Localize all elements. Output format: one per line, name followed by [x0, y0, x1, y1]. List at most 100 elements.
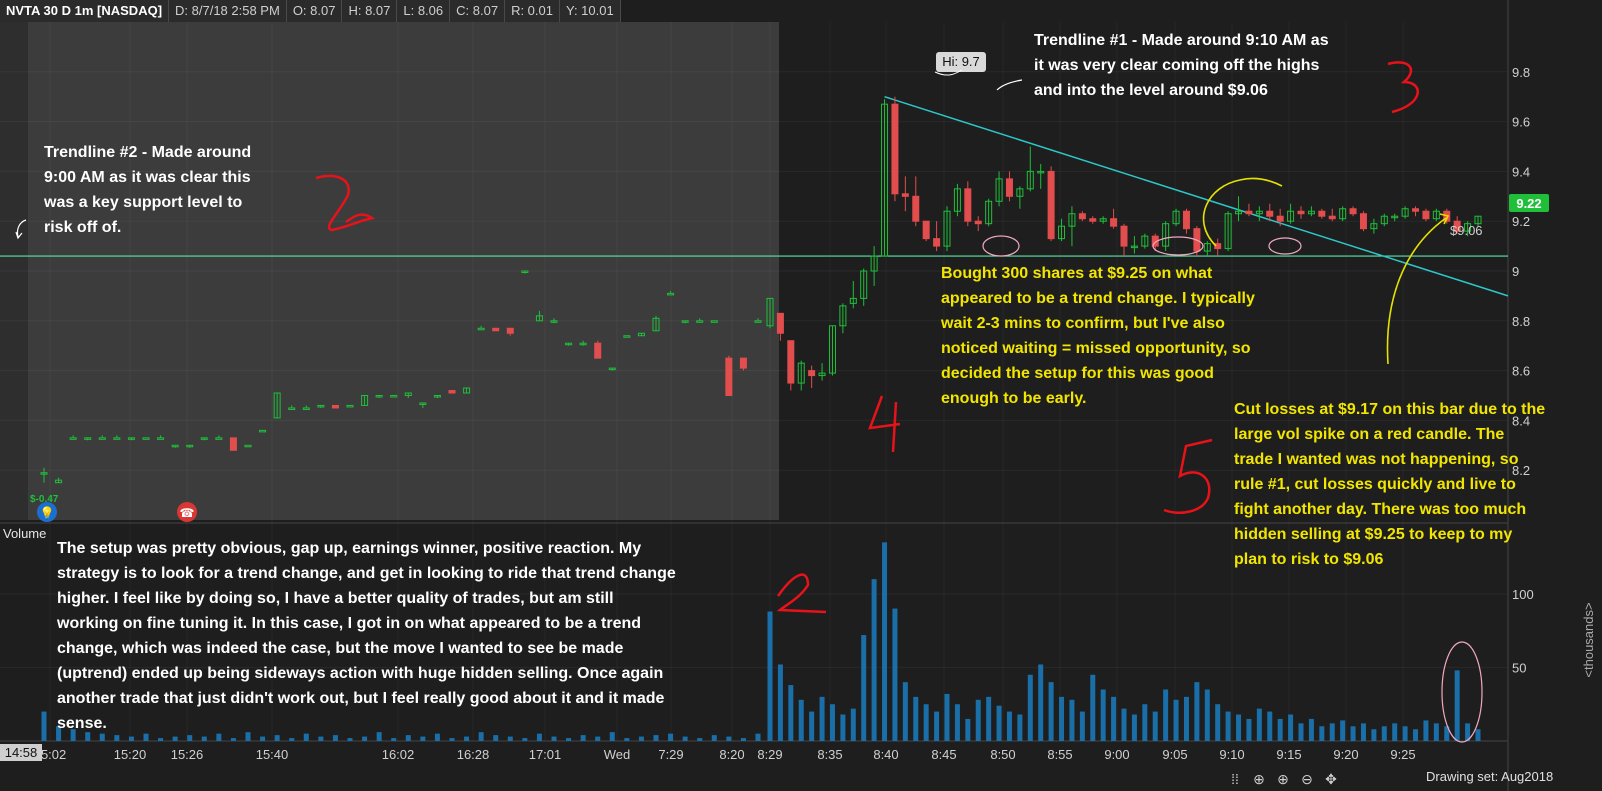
- volume-bar: [882, 542, 888, 741]
- left-arrowhead-icon: [15, 231, 23, 240]
- volume-bar: [1256, 708, 1262, 741]
- annotation-line: it was very clear coming off the highs: [1034, 57, 1320, 74]
- time-tick-label: 8:45: [931, 747, 956, 762]
- annotation-line: Bought 300 shares at $9.25 on what: [941, 265, 1213, 282]
- candle-body: [550, 320, 558, 323]
- candle-body: [1245, 210, 1253, 215]
- time-tick-label: Wed: [604, 747, 631, 762]
- drawing-set-label[interactable]: Drawing set: Aug2018: [1426, 769, 1554, 784]
- candle-body: [766, 297, 774, 327]
- candle-body: [974, 220, 982, 225]
- chart-header: NVTA 30 D 1m [NASDAQ] D: 8/7/18 2:58 PM …: [0, 0, 621, 22]
- candle-body: [186, 444, 194, 448]
- time-tick-label: 16:28: [457, 747, 490, 762]
- candle-body: [127, 437, 135, 440]
- volume-bar: [274, 735, 280, 741]
- annotation-line: risk off of.: [44, 219, 122, 236]
- candle-body: [870, 255, 878, 272]
- handwritten-number-2: [315, 174, 376, 232]
- candle-body: [818, 372, 826, 377]
- annotation-line: was a key support level to: [44, 194, 243, 211]
- candle-body: [1432, 210, 1440, 220]
- high-arrow-icon: [934, 69, 963, 76]
- scroll-icon[interactable]: ⁞⁞: [1231, 771, 1239, 787]
- symbol-label[interactable]: NVTA 30 D 1m [NASDAQ]: [0, 0, 170, 22]
- volume-bar: [391, 738, 397, 741]
- candle-body: [288, 407, 296, 410]
- annotation-line: (uptrend) ended up being sideways action…: [57, 665, 664, 682]
- price-grid: [0, 71, 1508, 668]
- volume-bar: [954, 704, 960, 741]
- date-readout: D: 8/7/18 2:58 PM: [169, 0, 287, 22]
- annotation-cut-losses: Cut losses at $9.17 on this bar due to t…: [1234, 397, 1545, 572]
- high-marker-badge: [936, 52, 986, 72]
- candle-body: [1141, 235, 1149, 247]
- range-readout: R: 0.01: [505, 0, 560, 22]
- candle-body: [696, 320, 704, 323]
- candle-body: [565, 342, 573, 346]
- candle-body: [953, 188, 961, 212]
- candle-body: [1297, 210, 1305, 215]
- crosshair-icon[interactable]: ⊕: [1253, 771, 1265, 787]
- candle-body: [901, 193, 909, 197]
- cursor-time-text: 14:58: [5, 745, 38, 760]
- zoom-out-icon[interactable]: ⊖: [1301, 771, 1313, 787]
- candle-body: [1162, 223, 1170, 247]
- ink-arrow-buy: [1202, 177, 1283, 247]
- volume-bar: [1204, 689, 1210, 741]
- candle-body: [922, 220, 930, 240]
- annotation-line: sense.: [57, 715, 107, 732]
- candle-body: [1068, 213, 1076, 227]
- volume-bar: [303, 733, 309, 741]
- time-tick-label: 9:05: [1162, 747, 1187, 762]
- volume-bar: [332, 735, 338, 741]
- candle-body: [681, 320, 689, 323]
- candle-body: [1058, 225, 1066, 240]
- high-marker-text: Hi: 9.7: [942, 54, 980, 69]
- volume-bar: [850, 708, 856, 741]
- cursor-time-badge: [0, 744, 42, 761]
- price-tick-label: 9.8: [1512, 65, 1530, 80]
- candle-body: [1235, 210, 1243, 215]
- volume-bar: [507, 736, 513, 741]
- volume-bar: [536, 733, 542, 741]
- trendline-1[interactable]: [884, 95, 1509, 297]
- candle-body: [55, 479, 63, 484]
- candle-body: [84, 437, 92, 440]
- candle-body: [637, 332, 645, 337]
- price-tick-label: 9: [1512, 264, 1519, 279]
- pan-icon[interactable]: ✥: [1325, 771, 1337, 787]
- open-readout: O: 8.07: [287, 0, 343, 22]
- volume-bar: [740, 738, 746, 741]
- time-tick-label: 17:01: [529, 747, 562, 762]
- candle-body: [69, 437, 77, 440]
- volume-bar: [638, 736, 644, 741]
- volume-bar: [1277, 718, 1283, 741]
- premarket-shade: [28, 22, 779, 520]
- candle-body: [1099, 218, 1107, 222]
- candle-body: [1401, 208, 1409, 217]
- annotation-line: The setup was pretty obvious, gap up, ea…: [57, 540, 642, 557]
- circle-support-3: [1268, 237, 1302, 255]
- volume-bar: [798, 699, 804, 741]
- volume-bar: [1402, 726, 1408, 741]
- candle-body: [200, 437, 208, 440]
- phone-icon[interactable]: [177, 502, 197, 522]
- candle-body: [1026, 170, 1034, 190]
- volume-bar: [1298, 723, 1304, 741]
- time-tick-label: 9:15: [1276, 747, 1301, 762]
- volume-bar: [1079, 711, 1085, 741]
- lightbulb-icon[interactable]: [37, 502, 57, 522]
- volume-bar: [809, 711, 815, 741]
- candle-body: [1474, 215, 1482, 225]
- volume-bar: [975, 699, 981, 741]
- candle-body: [390, 395, 398, 398]
- volume-bar: [1215, 704, 1221, 741]
- volume-bar: [1329, 723, 1335, 741]
- trendline-arrow-icon: [996, 79, 1023, 91]
- price-tick-label: 8.6: [1512, 364, 1530, 379]
- candle-body: [808, 370, 816, 377]
- candle-body: [463, 387, 471, 394]
- zoom-in-icon[interactable]: ⊕: [1277, 771, 1289, 787]
